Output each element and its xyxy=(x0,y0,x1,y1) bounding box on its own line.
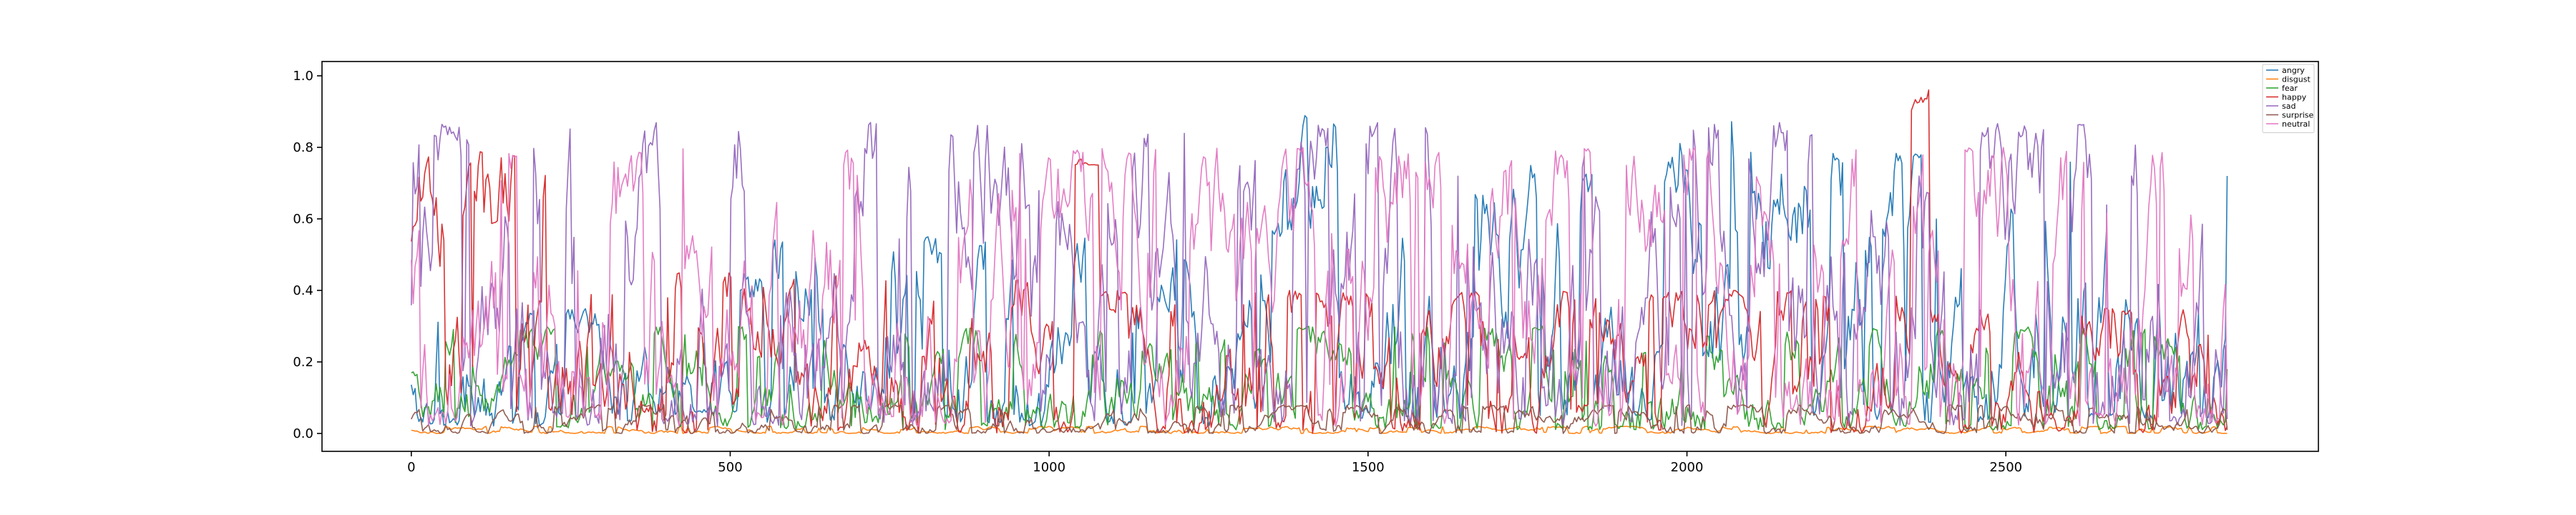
legend-label-surprise: surprise xyxy=(2282,111,2314,120)
legend-label-disgust: disgust xyxy=(2282,75,2311,84)
x-tick-label: 1500 xyxy=(1352,460,1385,475)
legend-label-neutral: neutral xyxy=(2282,119,2310,129)
legend-label-happy: happy xyxy=(2282,93,2307,102)
y-tick-label: 0.8 xyxy=(293,140,313,155)
series-line-disgust xyxy=(411,426,2228,434)
y-tick-label: 1.0 xyxy=(293,69,313,84)
y-tick-label: 0.0 xyxy=(293,426,313,441)
series-line-angry xyxy=(411,114,2228,427)
series-line-sad xyxy=(411,122,2228,427)
x-tick-label: 2000 xyxy=(1671,460,1704,475)
plot-frame xyxy=(321,61,2319,452)
x-tick-label: 1000 xyxy=(1033,460,1065,475)
x-tick-label: 2500 xyxy=(1989,460,2022,475)
y-tick-label: 0.4 xyxy=(293,283,313,298)
x-tick-label: 0 xyxy=(407,460,415,475)
series-line-surprise xyxy=(411,404,2228,434)
x-tick-label: 500 xyxy=(718,460,742,475)
series-line-neutral xyxy=(411,147,2228,427)
y-tick-label: 0.2 xyxy=(293,355,313,370)
legend-label-angry: angry xyxy=(2282,66,2305,75)
series-line-happy xyxy=(411,89,2228,434)
legend-label-sad: sad xyxy=(2282,102,2296,111)
y-tick-label: 0.6 xyxy=(293,212,313,227)
y-axis: 0.0 0.2 0.4 0.6 0.8 1.0 xyxy=(293,69,322,441)
series-layer xyxy=(411,89,2228,434)
legend-box xyxy=(2262,64,2315,133)
legend-label-fear: fear xyxy=(2282,84,2298,93)
x-axis: 0 500 1000 1500 2000 2500 xyxy=(407,451,2022,475)
